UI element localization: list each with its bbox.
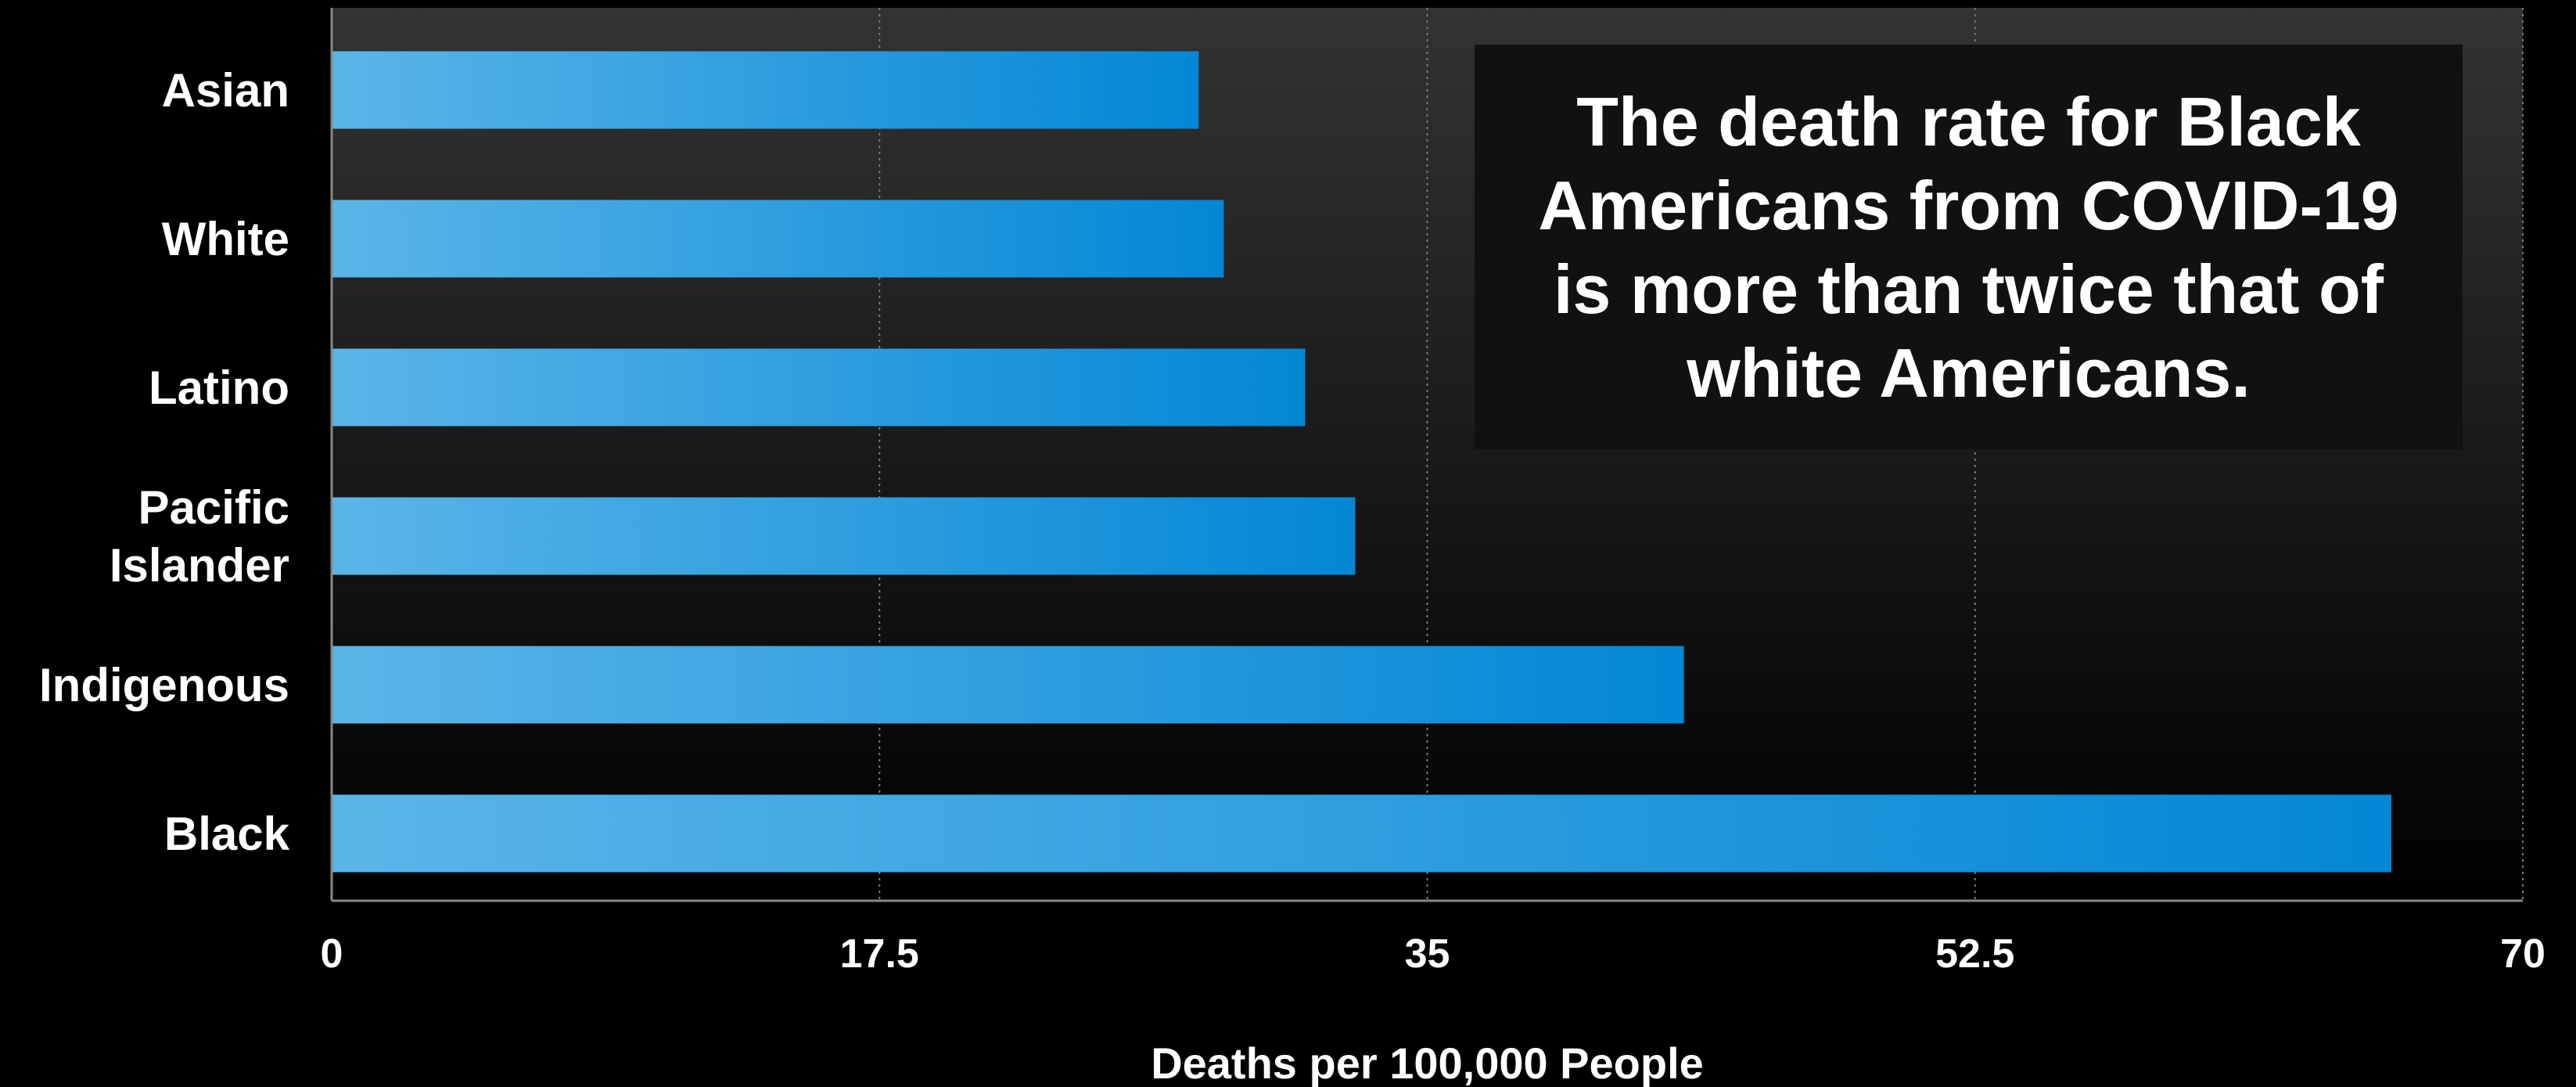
x-tick-labels: 0 17.5 35 52.5 70 <box>321 931 2545 977</box>
category-label: Black <box>164 808 290 860</box>
bar <box>332 497 1356 575</box>
bar <box>332 646 1684 724</box>
category-labels: Asian White Latino Pacific Islander Indigenou… <box>39 64 290 860</box>
annotation-text: The death rate for Black Americans from C… <box>1538 83 2398 412</box>
gridlines <box>878 8 2524 901</box>
x-axis-title: Deaths per 100,000 People <box>1151 1038 1704 1087</box>
x-tick-label: 35 <box>1405 931 1450 977</box>
bar <box>332 348 1306 427</box>
axes <box>330 8 2523 902</box>
bars <box>332 51 2391 873</box>
category-label: Indigenous <box>39 659 289 711</box>
x-tick-label: 0 <box>321 931 343 977</box>
bar <box>332 794 2391 873</box>
bar <box>332 200 1224 278</box>
category-label: Pacific Islander <box>110 481 289 592</box>
category-label: Asian <box>162 64 289 117</box>
annotation-box: The death rate for Black Americans from C… <box>1475 45 2463 449</box>
category-label: White <box>162 213 289 265</box>
x-tick-label: 17.5 <box>840 931 919 977</box>
category-label: Latino <box>149 362 289 414</box>
bar <box>332 51 1199 129</box>
x-tick-label: 52.5 <box>1935 931 2014 977</box>
x-tick-label: 70 <box>2500 931 2545 977</box>
annotation-background <box>1475 45 2463 449</box>
